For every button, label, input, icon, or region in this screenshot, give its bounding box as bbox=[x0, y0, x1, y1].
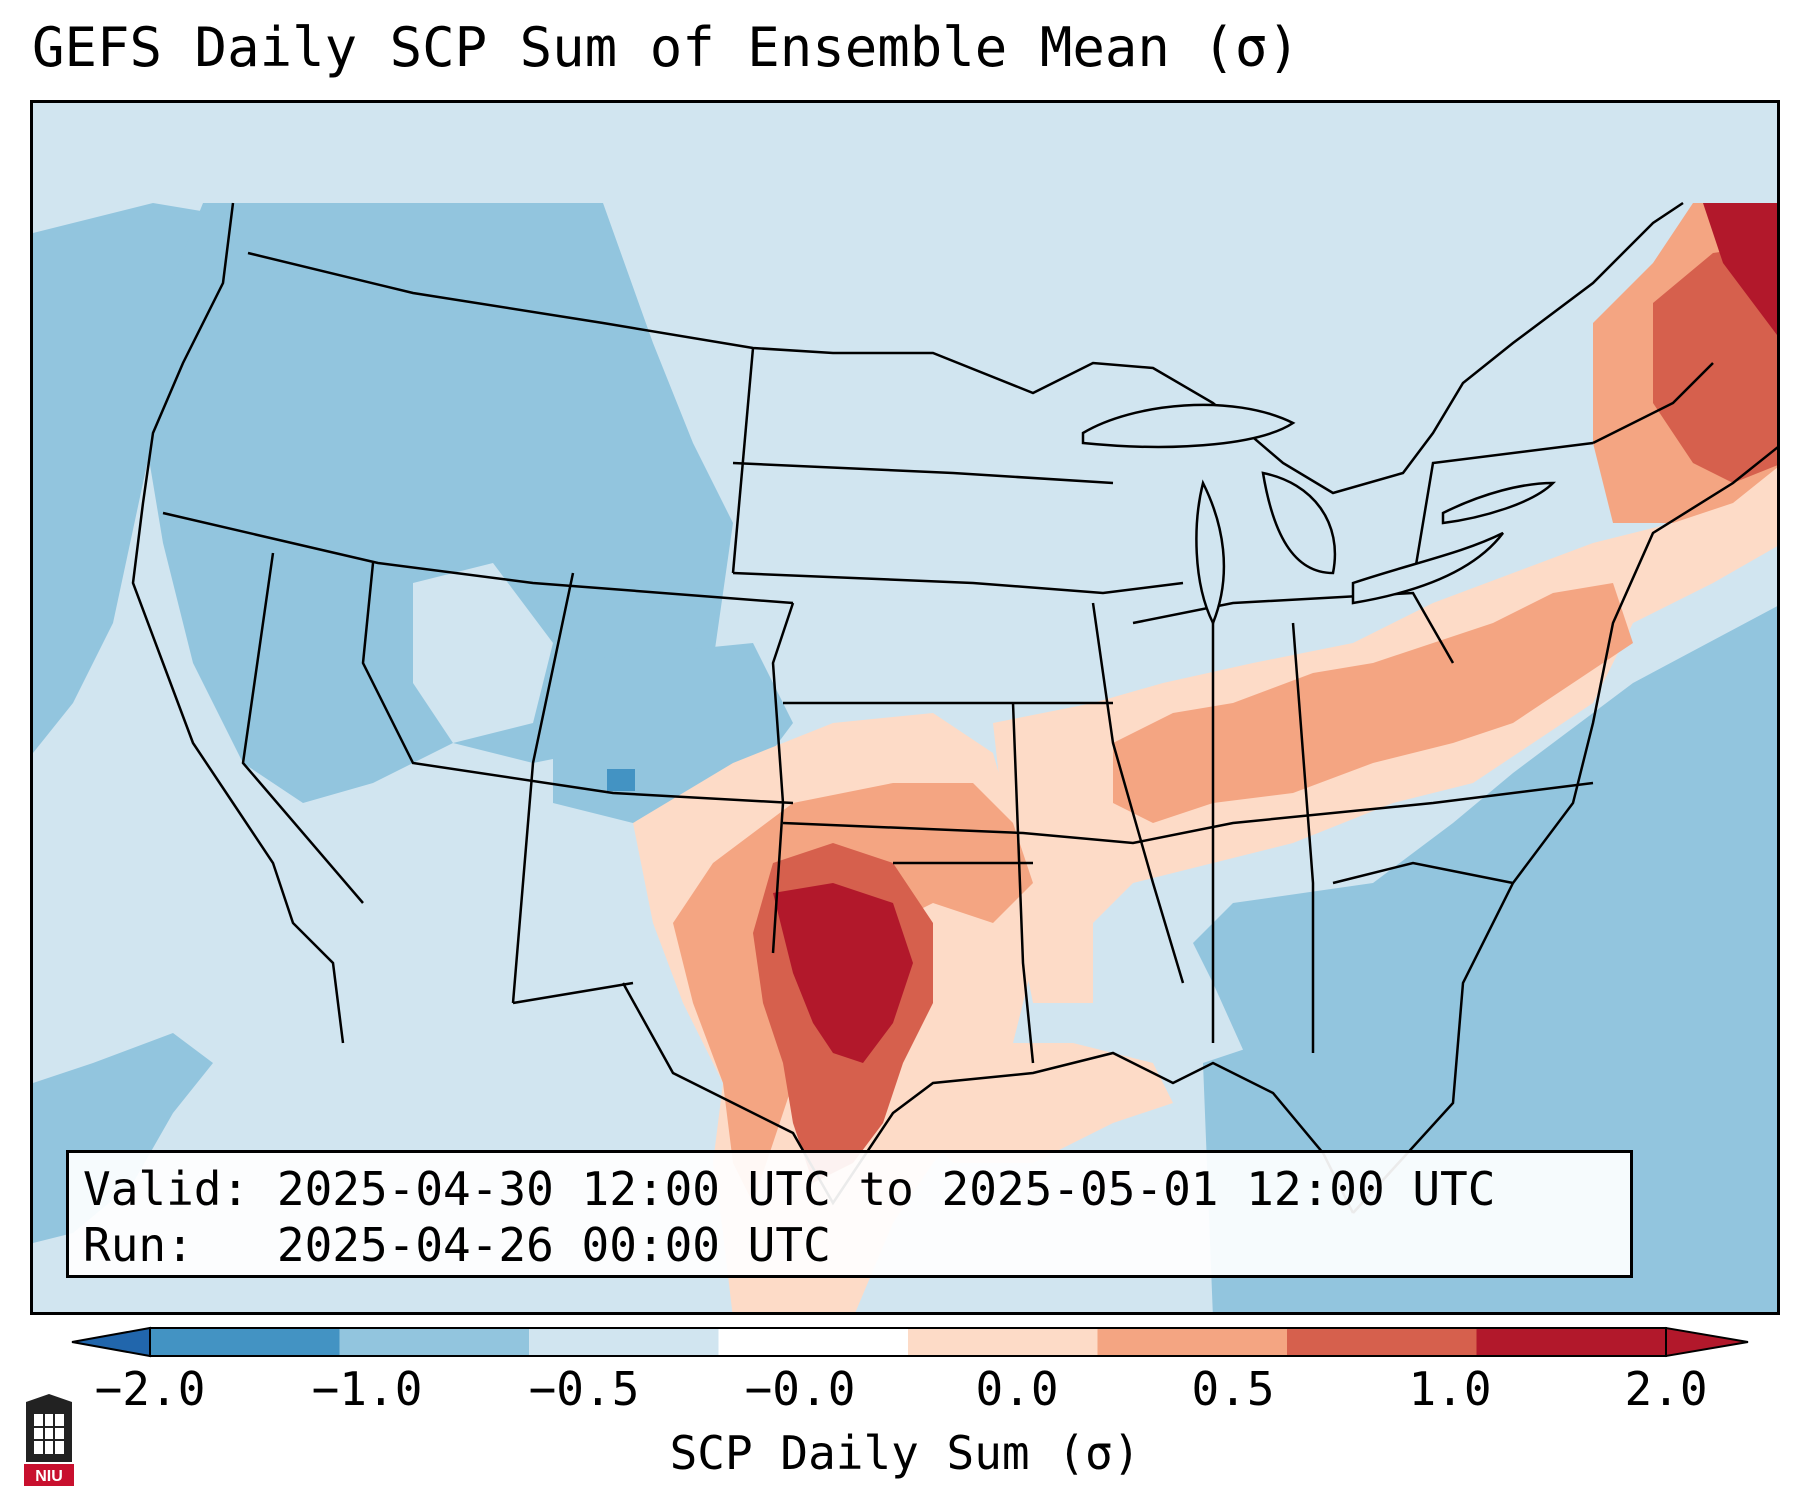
colorbar-segment-2 bbox=[529, 1328, 719, 1356]
ohio-valley-medium-red bbox=[1113, 583, 1633, 823]
northwest-region bbox=[143, 203, 733, 803]
colorbar-segment-4 bbox=[908, 1328, 1098, 1356]
university-seal-icon: NIU bbox=[24, 1394, 74, 1486]
map-panel[interactable] bbox=[30, 100, 1780, 1315]
colorbar-extend-low bbox=[71, 1326, 151, 1358]
colorbar-extend-high bbox=[1665, 1326, 1749, 1358]
state-borders bbox=[131, 201, 1777, 1214]
colorbar-tick-2: −0.5 bbox=[528, 1362, 640, 1416]
colorbar-segment-1 bbox=[339, 1328, 529, 1356]
colorbar-tick-3: −0.0 bbox=[744, 1362, 856, 1416]
run-label: Run: bbox=[83, 1218, 194, 1272]
colorbar-segment-0 bbox=[150, 1328, 340, 1356]
plains-medium-red bbox=[673, 783, 1033, 1203]
valid-label: Valid: bbox=[83, 1162, 250, 1216]
colorbar-segment-6 bbox=[1287, 1328, 1477, 1356]
valid-time-info-box: Valid: 2025-04-30 12:00 UTC to 2025-05-0… bbox=[66, 1150, 1633, 1278]
colorado-dark-blue-cell bbox=[607, 769, 635, 791]
colorbar-tick-7: 2.0 bbox=[1624, 1362, 1708, 1416]
colorbar bbox=[71, 1326, 1749, 1358]
maine-deep-red bbox=[1703, 203, 1777, 335]
gulf-coast-light-red bbox=[913, 1043, 1173, 1163]
colorbar-outline bbox=[149, 1327, 1667, 1357]
colorbar-tick-1: −1.0 bbox=[311, 1362, 423, 1416]
colorbar-label: SCP Daily Sum (σ) bbox=[669, 1426, 1141, 1480]
texas-deep-red bbox=[773, 883, 913, 1063]
colorbar-tick-5: 0.5 bbox=[1191, 1362, 1275, 1416]
map-canvas bbox=[33, 103, 1777, 1312]
page-title: GEFS Daily SCP Sum of Ensemble Mean (σ) bbox=[32, 16, 1300, 79]
valid-time-text: 2025-04-30 12:00 UTC to 2025-05-01 12:00… bbox=[276, 1162, 1496, 1216]
colorbar-tick-6: 1.0 bbox=[1408, 1362, 1492, 1416]
logo-text: NIU bbox=[35, 1468, 63, 1485]
colorbar-tick-4: 0.0 bbox=[975, 1362, 1059, 1416]
colorbar-segment-3 bbox=[718, 1328, 908, 1356]
new-england-dark-red bbox=[1653, 243, 1777, 483]
colorbar-tick-0: −2.0 bbox=[94, 1362, 206, 1416]
colorbar-segment-5 bbox=[1097, 1328, 1287, 1356]
colorbar-segment-7 bbox=[1476, 1328, 1666, 1356]
great-lakes bbox=[1081, 403, 1557, 627]
utah-light-region bbox=[413, 563, 553, 743]
run-time-text: 2025-04-26 00:00 UTC bbox=[276, 1218, 831, 1272]
